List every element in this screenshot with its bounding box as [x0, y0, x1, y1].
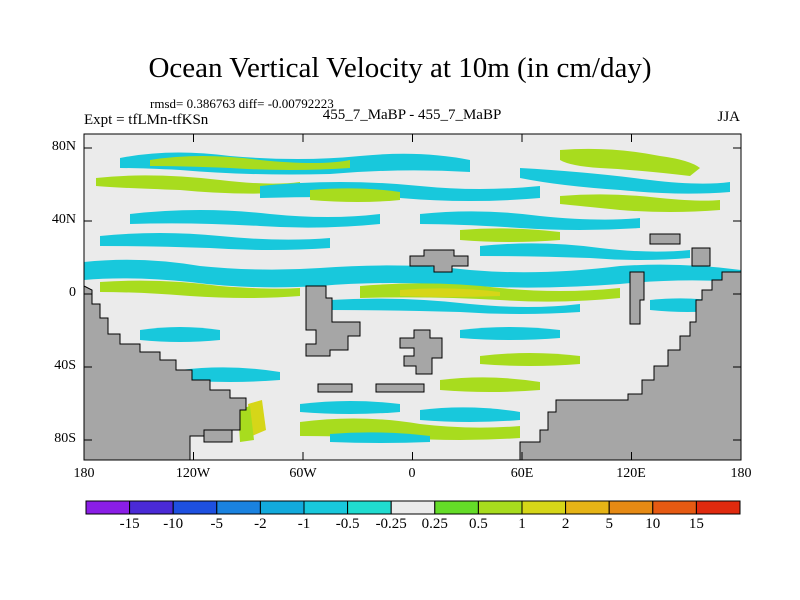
field-blob	[238, 406, 254, 442]
field-blob	[130, 210, 380, 228]
field-blob	[420, 211, 640, 230]
y-tick-label: 0	[69, 285, 76, 300]
colorbar-label: -0.25	[375, 516, 407, 532]
colorbar-swatch	[259, 500, 305, 515]
land-masses	[83, 233, 742, 461]
field-blob	[560, 148, 700, 176]
land-island-8	[375, 383, 425, 393]
field-blob	[248, 400, 266, 436]
field-blob	[300, 401, 400, 414]
colorbar-swatch	[565, 500, 610, 515]
x-tick-label: 60W	[289, 466, 317, 481]
colorbar-swatch	[521, 500, 567, 515]
colorbar-label: -5	[210, 516, 224, 532]
x-tick-label: 120E	[616, 466, 646, 481]
x-tick-label: 0	[408, 466, 416, 481]
colorbar-swatch	[652, 500, 697, 515]
x-tick-label: 180	[730, 466, 752, 481]
colorbar-label: 1	[518, 516, 526, 532]
field-blob	[480, 353, 580, 366]
field-blob	[180, 367, 280, 382]
field-blob	[460, 327, 560, 340]
field-blob	[100, 233, 330, 250]
field-blob	[310, 188, 400, 202]
colorbar-label: 5	[605, 516, 613, 532]
land-island-2	[399, 329, 443, 375]
x-tick-label: 120W	[175, 466, 211, 481]
land-island-5	[649, 233, 681, 245]
field-blob	[140, 327, 220, 342]
y-tick-label: 40S	[54, 358, 76, 373]
field-blob	[84, 259, 741, 288]
x-tick-label: 60E	[510, 466, 534, 481]
colorbar-swatch	[347, 500, 392, 515]
y-tick-label: 80N	[51, 139, 76, 154]
field-blob	[400, 288, 500, 297]
colorbar-swatch	[477, 500, 523, 515]
land-island-7	[317, 383, 353, 393]
field-blob	[560, 194, 720, 212]
colorbar-label: 2	[561, 516, 570, 532]
colorbar-label: 10	[645, 516, 661, 532]
season-label: JJA	[717, 109, 740, 125]
plot-title: Ocean Vertical Velocity at 10m (in cm/da…	[148, 52, 652, 84]
colorbar-label: 15	[688, 516, 704, 532]
colorbar-swatch	[172, 500, 218, 515]
colorbar-label: 0.25	[421, 516, 448, 532]
y-tick-label: 40N	[51, 212, 76, 227]
colorbar-label: -10	[163, 516, 184, 532]
field-blob	[440, 377, 540, 392]
colorbar-swatch	[390, 500, 436, 515]
field-blob	[100, 280, 300, 298]
field-blob	[480, 243, 690, 260]
center-label: 455_7_MaBP - 455_7_MaBP	[322, 107, 502, 123]
land-island-3	[409, 249, 469, 273]
land-island-4	[629, 271, 645, 325]
colorbar-label: -0.5	[335, 516, 360, 532]
colorbar-swatch	[608, 500, 654, 515]
land-antarctic-rim	[203, 429, 233, 443]
velocity-field	[84, 148, 741, 443]
stats-line: rmsd= 0.386763 diff= -0.00792223	[150, 96, 334, 111]
x-tick-label: 180	[73, 466, 95, 481]
land-africa-south	[519, 271, 742, 461]
colorbar-label: -1	[297, 516, 311, 532]
field-blob	[460, 228, 560, 242]
field-blob	[330, 432, 430, 443]
field-blob	[420, 407, 520, 422]
colorbar-label: 0.5	[469, 516, 488, 532]
field-blob	[520, 168, 730, 194]
land-island-1	[305, 285, 361, 357]
land-island-6	[691, 247, 711, 267]
colorbar-label: -2	[254, 516, 267, 532]
y-tick-label: 80S	[54, 431, 76, 446]
colorbar-swatch	[303, 500, 349, 515]
field-blob	[150, 156, 350, 170]
colorbar-swatch	[85, 500, 131, 515]
field-blob	[330, 298, 580, 314]
colorbar-label: -15	[119, 516, 140, 532]
colorbar-swatch	[695, 500, 741, 515]
colorbar-swatch	[434, 500, 479, 515]
field-blob	[96, 175, 300, 194]
experiment-label: Expt = tfLMn-tfKSn	[84, 112, 209, 128]
colorbar-swatch	[216, 500, 261, 515]
colorbar-swatch	[129, 500, 174, 515]
